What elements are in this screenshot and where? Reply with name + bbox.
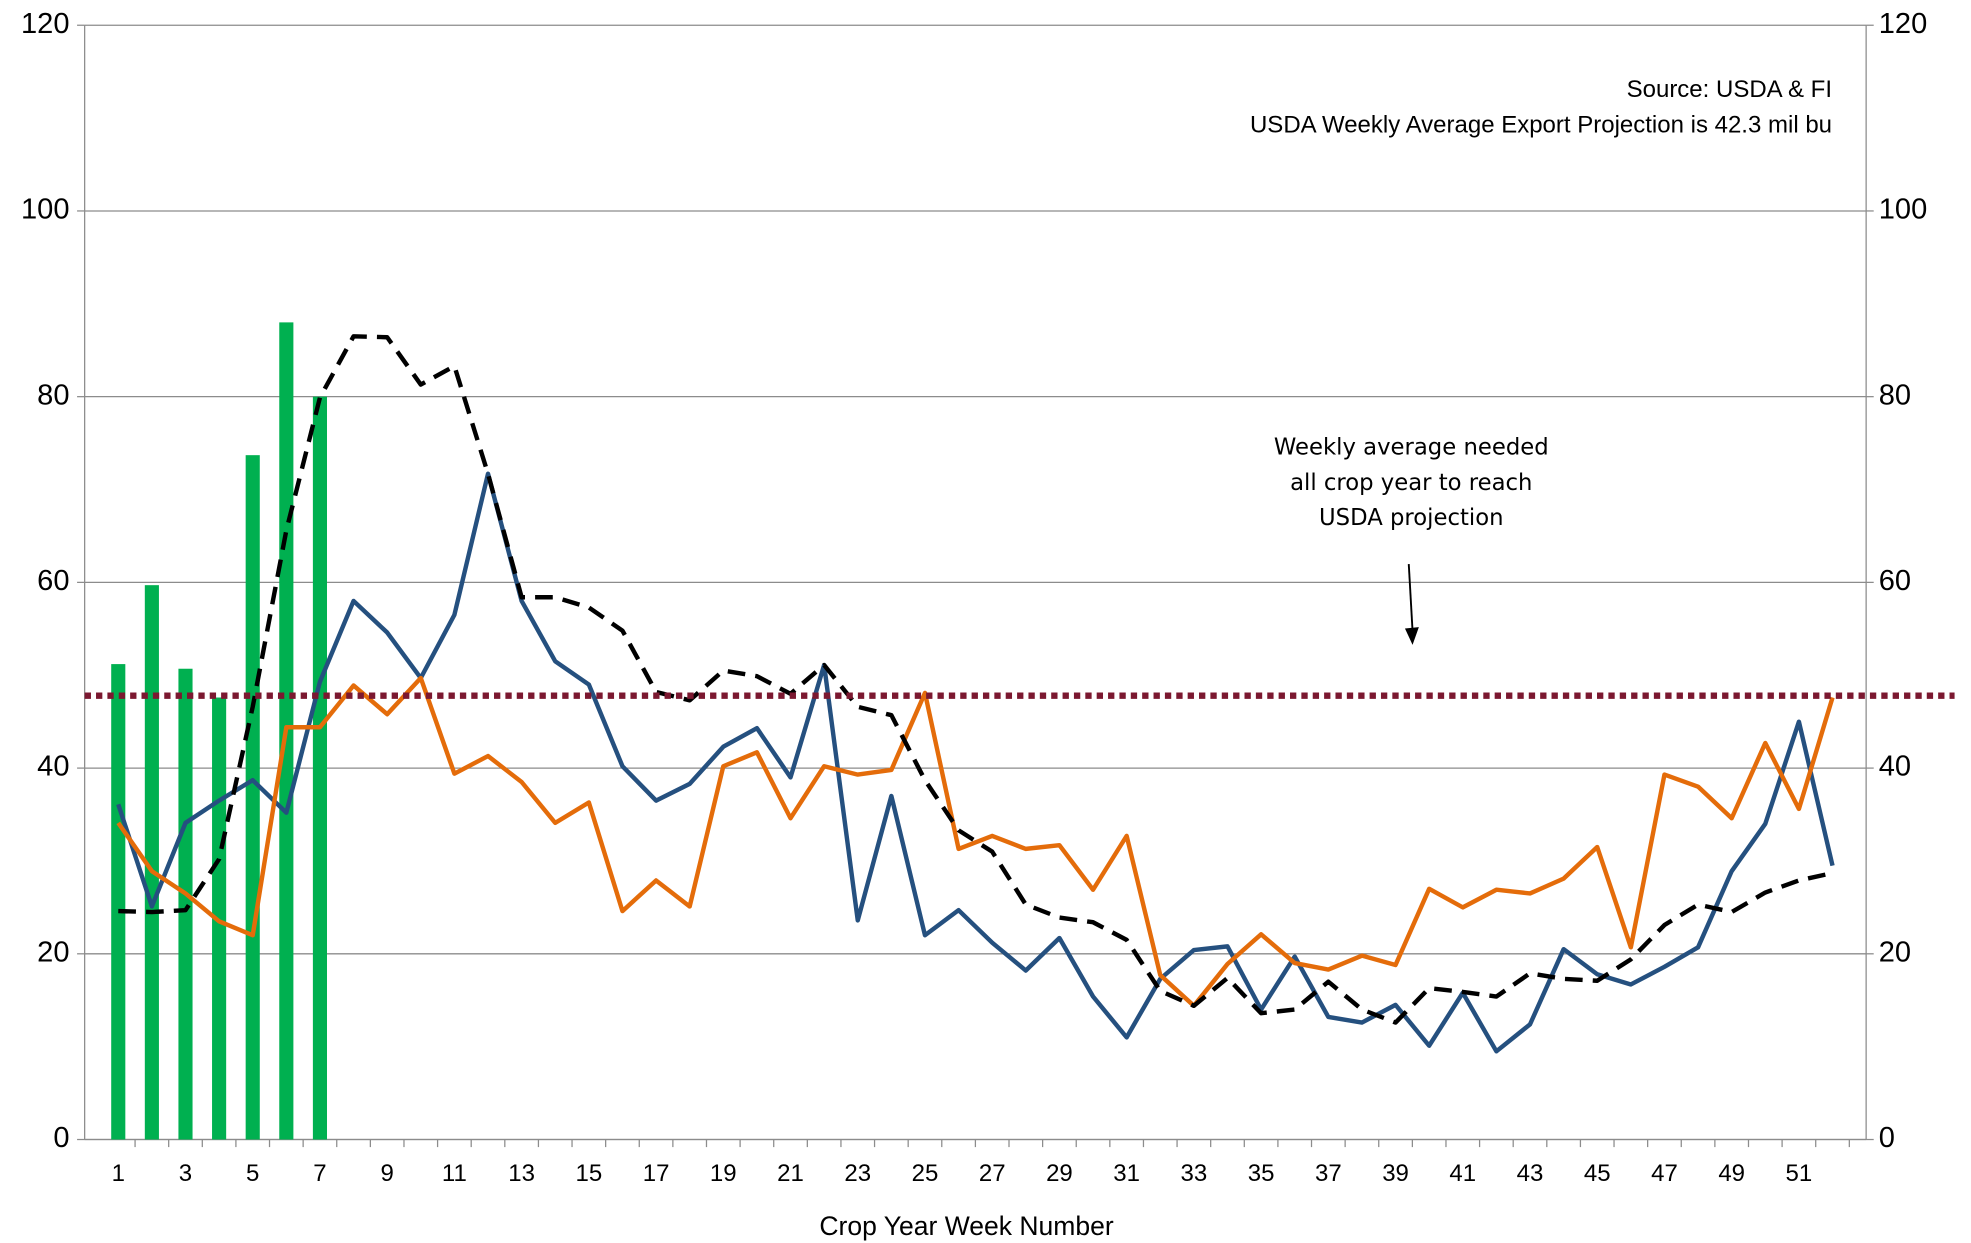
x-tick-label: 9 bbox=[380, 1160, 393, 1187]
data-layer bbox=[84, 322, 1955, 1140]
y2-tick-label: 80 bbox=[1879, 379, 1911, 411]
x-tick-label: 23 bbox=[844, 1160, 871, 1187]
x-tick-label: 3 bbox=[179, 1160, 192, 1187]
text-layer: Source: USDA & FI USDA Weekly Average Ex… bbox=[21, 8, 1927, 1241]
bar bbox=[144, 585, 159, 1140]
x-tick-label: 15 bbox=[575, 1160, 602, 1187]
x-tick-label: 25 bbox=[912, 1160, 939, 1187]
y-tick-label: 20 bbox=[37, 936, 69, 968]
y2-tick-label: 60 bbox=[1879, 565, 1911, 597]
x-tick-label: 31 bbox=[1113, 1160, 1140, 1187]
x-tick-label: 51 bbox=[1786, 1160, 1813, 1187]
y2-tick-label: 40 bbox=[1879, 751, 1911, 783]
y2-tick-label: 0 bbox=[1879, 1122, 1895, 1154]
callout-line: Weekly average needed bbox=[1274, 434, 1549, 460]
x-tick-label: 43 bbox=[1517, 1160, 1544, 1187]
line-series bbox=[116, 471, 1835, 1054]
x-tick-label: 21 bbox=[777, 1160, 804, 1187]
callout-arrowhead bbox=[1404, 627, 1419, 645]
x-tick-label: 1 bbox=[112, 1160, 125, 1187]
y-tick-label: 60 bbox=[37, 565, 69, 597]
callout-line: all crop year to reach bbox=[1290, 470, 1532, 496]
callout-line: USDA projection bbox=[1319, 505, 1503, 531]
bar bbox=[111, 664, 126, 1140]
y-tick-label: 40 bbox=[37, 751, 69, 783]
x-tick-label: 5 bbox=[246, 1160, 259, 1187]
grid-layer bbox=[77, 24, 1874, 1148]
x-tick-label: 29 bbox=[1046, 1160, 1073, 1187]
y2-tick-label: 100 bbox=[1879, 194, 1927, 226]
y-tick-label: 120 bbox=[21, 8, 69, 40]
x-tick-label: 37 bbox=[1315, 1160, 1342, 1187]
y2-tick-label: 20 bbox=[1879, 936, 1911, 968]
line-series bbox=[118, 334, 1834, 1025]
callout-arrow bbox=[1407, 564, 1414, 632]
source-note: Source: USDA & FI bbox=[1627, 76, 1832, 103]
bar bbox=[245, 455, 260, 1140]
x-tick-label: 39 bbox=[1382, 1160, 1409, 1187]
x-tick-label: 27 bbox=[979, 1160, 1006, 1187]
x-tick-label: 49 bbox=[1718, 1160, 1745, 1187]
x-axis-title: Crop Year Week Number bbox=[819, 1211, 1113, 1241]
x-tick-label: 11 bbox=[442, 1160, 467, 1187]
x-tick-label: 47 bbox=[1651, 1160, 1678, 1187]
bar bbox=[312, 396, 328, 1140]
y-tick-label: 80 bbox=[37, 379, 69, 411]
x-tick-label: 17 bbox=[643, 1160, 670, 1187]
x-tick-label: 19 bbox=[710, 1160, 737, 1187]
y-tick-label: 0 bbox=[53, 1122, 69, 1154]
x-tick-label: 7 bbox=[313, 1160, 326, 1187]
y2-tick-label: 120 bbox=[1879, 8, 1927, 40]
x-tick-label: 41 bbox=[1449, 1160, 1476, 1187]
x-tick-label: 33 bbox=[1181, 1160, 1208, 1187]
y-tick-label: 100 bbox=[21, 194, 69, 226]
x-tick-label: 13 bbox=[508, 1160, 535, 1187]
bar bbox=[178, 668, 193, 1140]
x-tick-label: 35 bbox=[1248, 1160, 1275, 1187]
x-tick-label: 45 bbox=[1584, 1160, 1611, 1187]
projection-note: USDA Weekly Average Export Projection is… bbox=[1250, 112, 1832, 139]
